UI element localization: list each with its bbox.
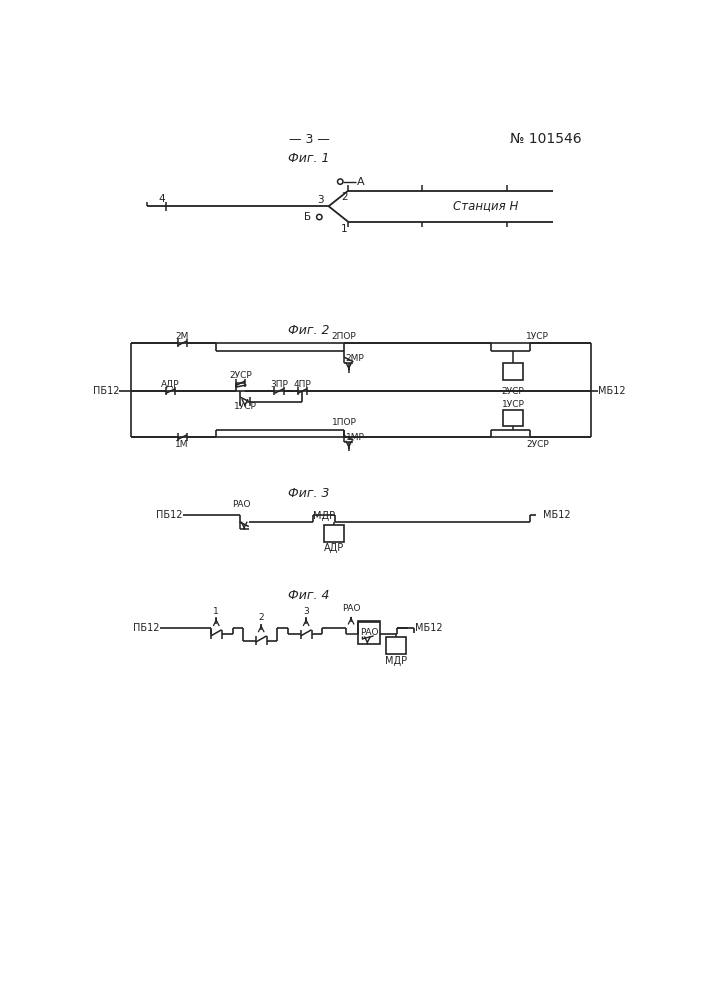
Text: А: А xyxy=(357,177,365,187)
Text: 2УСР: 2УСР xyxy=(229,371,252,380)
Bar xyxy=(503,410,523,426)
Text: РАО: РАО xyxy=(360,628,378,637)
Text: ПБ12: ПБ12 xyxy=(156,510,183,520)
Text: АДР: АДР xyxy=(324,543,344,553)
Text: 1МР: 1МР xyxy=(346,433,364,442)
Text: 1УСР: 1УСР xyxy=(233,402,257,411)
Text: № 101546: № 101546 xyxy=(510,132,581,146)
Bar xyxy=(358,620,380,644)
Text: РАО: РАО xyxy=(342,604,361,613)
Text: 1УСР: 1УСР xyxy=(502,400,525,409)
Text: МБ12: МБ12 xyxy=(416,623,443,633)
Text: 1: 1 xyxy=(341,224,347,234)
Text: МДР: МДР xyxy=(313,511,335,521)
Bar xyxy=(386,637,406,654)
Text: 2УСР: 2УСР xyxy=(527,440,549,449)
Bar xyxy=(324,525,344,542)
Text: МДР: МДР xyxy=(385,656,407,666)
Text: АДР: АДР xyxy=(161,380,180,389)
Text: 2УСР: 2УСР xyxy=(502,387,525,396)
Bar xyxy=(503,363,523,380)
Text: 3: 3 xyxy=(303,607,309,616)
Text: МБ12: МБ12 xyxy=(598,386,626,396)
Text: РАО: РАО xyxy=(233,500,251,509)
Text: Фиг. 4: Фиг. 4 xyxy=(288,589,330,602)
Text: 2МР: 2МР xyxy=(346,354,364,363)
Text: Станция Н: Станция Н xyxy=(452,200,518,213)
Text: 2: 2 xyxy=(341,192,347,202)
Text: Фиг. 1: Фиг. 1 xyxy=(288,152,330,165)
Text: 1: 1 xyxy=(214,607,219,616)
Text: 4ПР: 4ПР xyxy=(293,380,311,389)
Text: 2М: 2М xyxy=(175,332,189,341)
Text: 1ПОР: 1ПОР xyxy=(332,418,356,427)
Text: 3ПР: 3ПР xyxy=(270,380,288,389)
Text: Фиг. 2: Фиг. 2 xyxy=(288,324,330,337)
Text: 2ПОР: 2ПОР xyxy=(332,332,356,341)
Text: 1М: 1М xyxy=(175,440,189,449)
Text: 2: 2 xyxy=(258,613,264,622)
Text: 4: 4 xyxy=(158,194,165,204)
Text: Фиг. 3: Фиг. 3 xyxy=(288,487,330,500)
Text: МБ12: МБ12 xyxy=(542,510,570,520)
Text: ПБ12: ПБ12 xyxy=(133,623,160,633)
Text: 3: 3 xyxy=(317,195,325,205)
Text: — 3 —: — 3 — xyxy=(289,133,329,146)
Text: 1УСР: 1УСР xyxy=(527,332,549,341)
Text: ПБ12: ПБ12 xyxy=(93,386,119,396)
Text: Б: Б xyxy=(305,212,312,222)
